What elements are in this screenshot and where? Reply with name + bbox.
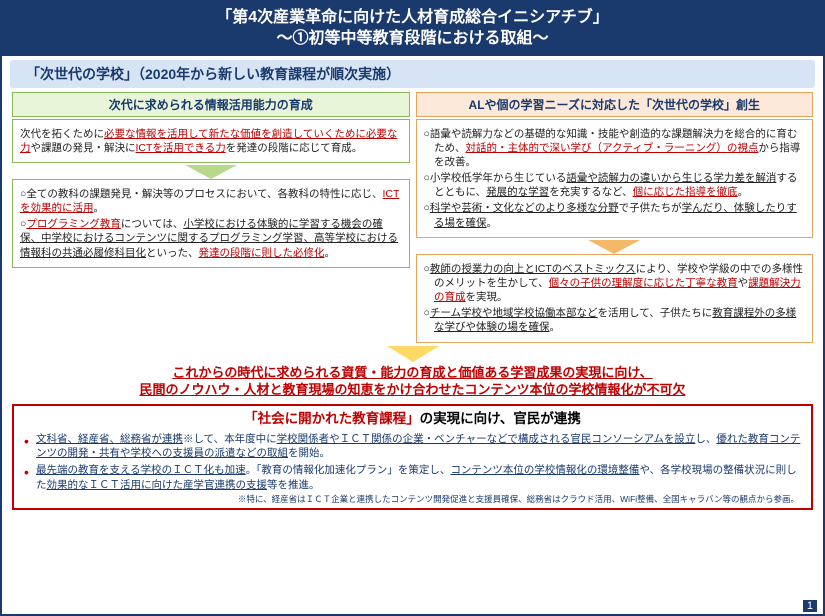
bottom-box: 「社会に開かれた教育課程」の実現に向け、官民が連携 文科省、経産省、総務省が連携…: [12, 404, 813, 511]
arrow-orange-icon: [588, 240, 640, 254]
middle-line2: 民間のノウハウ・人材と教育現場の知恵をかけ合わせたコンテンツ本位の学校情報化が不…: [14, 381, 811, 399]
right-column: ALや個の学習ニーズに対応した「次世代の学校」創生 ○語彙や読解力などの基礎的な…: [416, 90, 814, 345]
middle-line1: これからの時代に求められる資質・能力の育成と価値ある学習成果の実現に向け、: [14, 364, 811, 382]
title-band: 「第4次産業革命に向けた人材育成総合イニシアチブ」 ～①初等中等教育段階における…: [2, 2, 823, 56]
two-columns: 次代に求められる情報活用能力の育成 次代を拓くために必要な情報を活用して新たな価…: [2, 90, 823, 345]
r1-p3: ○科学や芸術・文化などのより多様な分野で子供たちが学んだり、体験したりする場を確…: [424, 201, 806, 229]
title-line1: 「第4次産業革命に向けた人材育成総合イニシアチブ」: [2, 8, 823, 29]
r1-p2: ○小学校低学年から生じている語彙や読解力の違いから生じる学力差を解消するとともに…: [424, 171, 806, 199]
left-box-1: 次代を拓くために必要な情報を活用して新たな価値を創造していくために必要な力や課題…: [12, 119, 410, 163]
footnote: ※特に、経産省はＩＣＴ企業と連携したコンテンツ開発促進と支援員確保、総務省はクラ…: [22, 494, 803, 506]
title-line2: ～①初等中等教育段階における取組～: [2, 29, 823, 50]
page-number: 1: [803, 600, 817, 612]
left-box1-text: 次代を拓くために必要な情報を活用して新たな価値を創造していくために必要な力や課題…: [20, 127, 402, 155]
arrow-yellow-icon: [387, 346, 439, 362]
left-header: 次代に求められる情報活用能力の育成: [12, 92, 410, 117]
bottom-li-1: 文科省、経産省、総務省が連携※して、本年度中に学校関係者やＩＣＴ関係の企業・ベン…: [22, 432, 803, 461]
arrow-green-icon: [185, 165, 237, 179]
bottom-li-2: 最先端の教育を支える学校のＩＣＴ化も加速。「教育の情報化加速化プラン」を策定し、…: [22, 463, 803, 492]
bottom-title: 「社会に開かれた教育課程」の実現に向け、官民が連携: [22, 410, 803, 429]
r1-p1: ○語彙や読解力などの基礎的な知識・技能や創造的な課題解決力を総合的に育むため、対…: [424, 127, 806, 170]
r2-p2: ○チーム学校や地域学校協働本部などを活用して、子供たちに教育課程外の多様な学びや…: [424, 306, 806, 334]
left-column: 次代に求められる情報活用能力の育成 次代を拓くために必要な情報を活用して新たな価…: [12, 90, 410, 345]
right-box-2: ○教師の授業力の向上とICTのベストミックスにより、学校や学級の中での多様性のメ…: [416, 254, 814, 343]
slide-root: 「第4次産業革命に向けた人材育成総合イニシアチブ」 ～①初等中等教育段階における…: [0, 0, 825, 616]
subtitle-band: 「次世代の学校」（2020年から新しい教育課程が順次実施）: [10, 60, 815, 88]
r2-p1: ○教師の授業力の向上とICTのベストミックスにより、学校や学級の中での多様性のメ…: [424, 262, 806, 305]
left-box2-p1: ○全ての教科の課題発見・解決等のプロセスにおいて、各教科の特性に応じ、ICTを効…: [20, 187, 402, 215]
right-box-1: ○語彙や読解力などの基礎的な知識・技能や創造的な課題解決力を総合的に育むため、対…: [416, 119, 814, 238]
bottom-list: 文科省、経産省、総務省が連携※して、本年度中に学校関係者やＩＣＴ関係の企業・ベン…: [22, 432, 803, 493]
right-header: ALや個の学習ニーズに対応した「次世代の学校」創生: [416, 92, 814, 117]
left-box-2: ○全ての教科の課題発見・解決等のプロセスにおいて、各教科の特性に応じ、ICTを効…: [12, 179, 410, 268]
left-box2-p2: ○プログラミング教育については、小学校における体験的に学習する機会の確保、中学校…: [20, 217, 402, 260]
middle-statement: これからの時代に求められる資質・能力の育成と価値ある学習成果の実現に向け、 民間…: [2, 362, 823, 401]
